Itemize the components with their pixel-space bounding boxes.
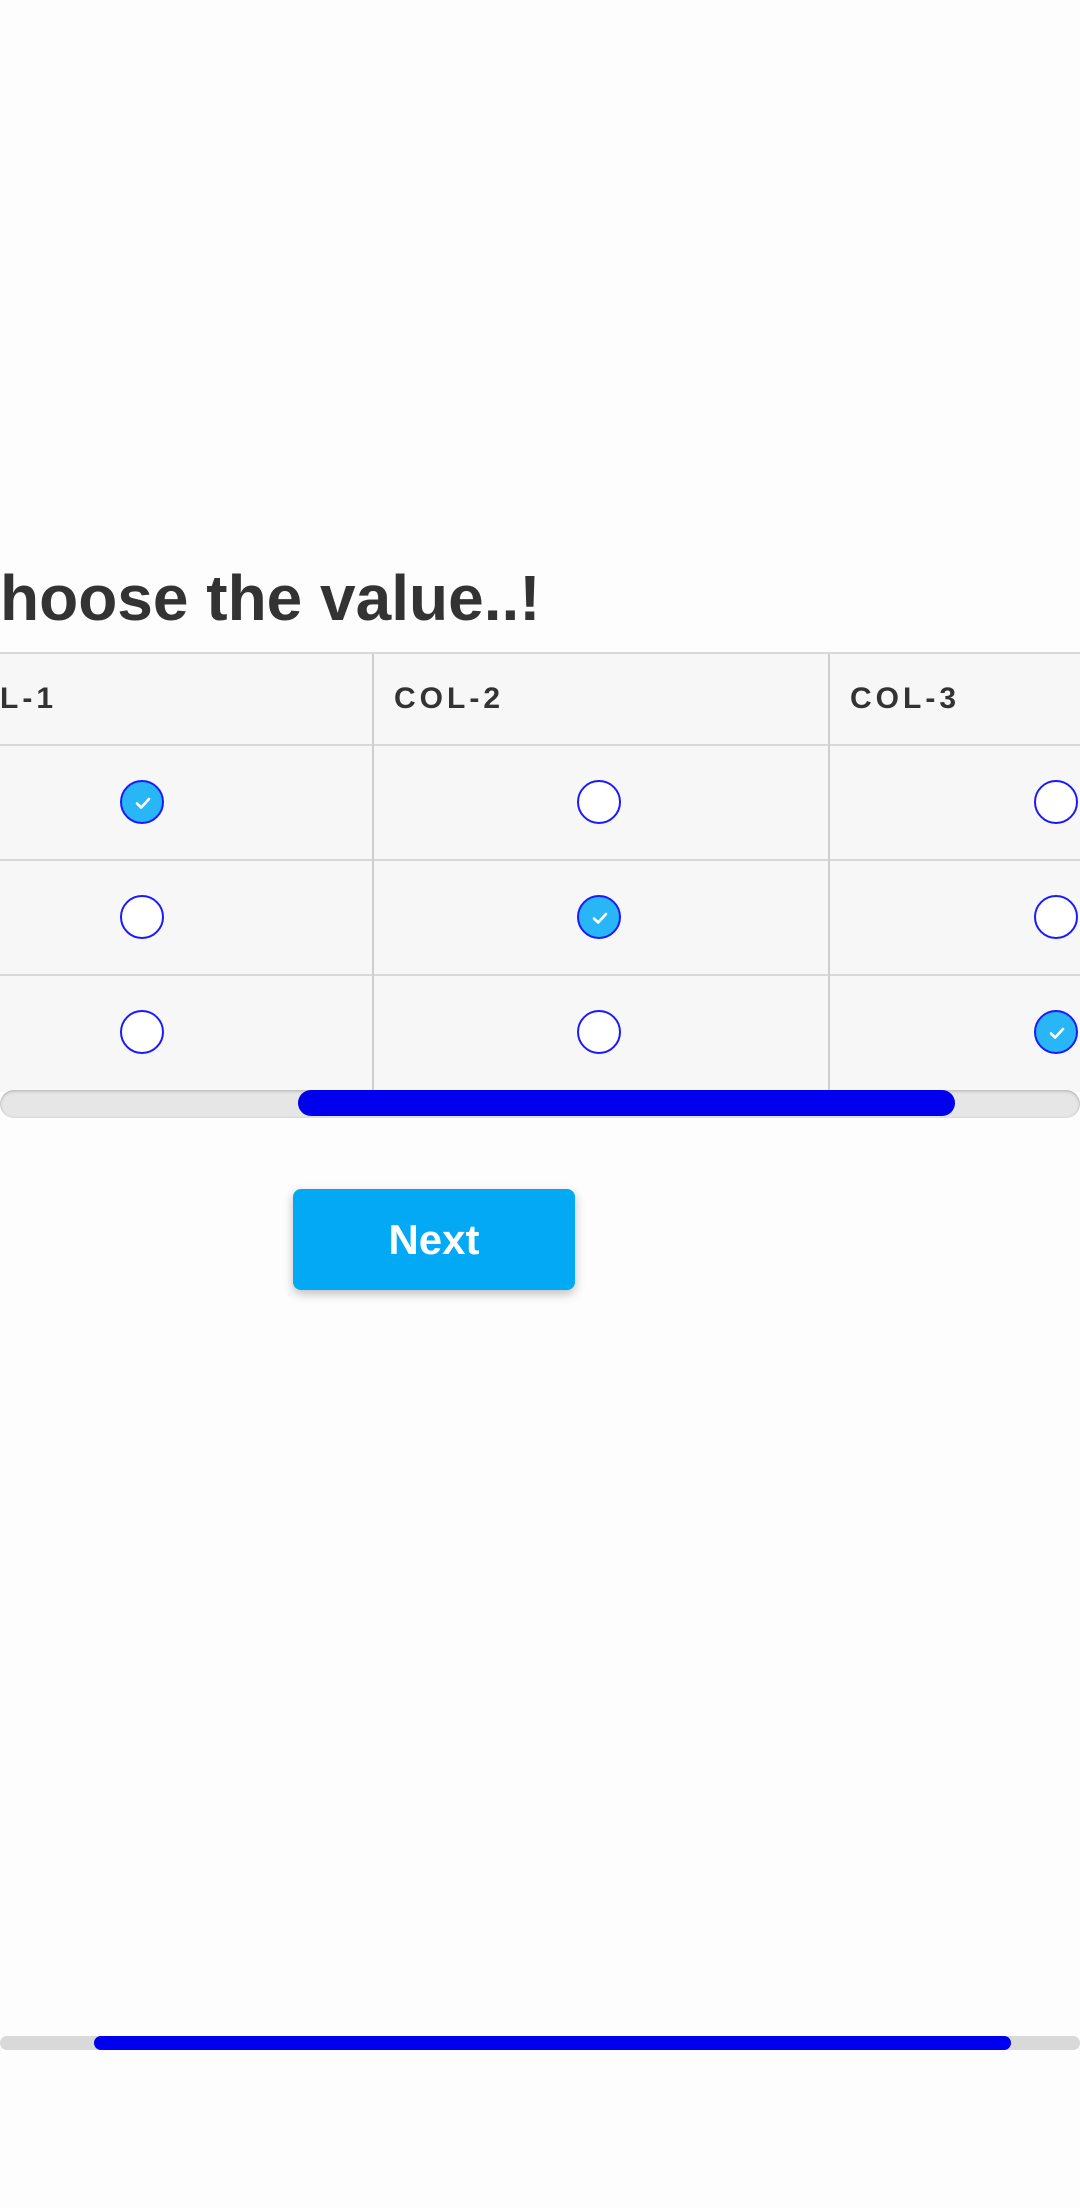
column-header-1: L-1 [0, 682, 57, 715]
check-icon [1049, 1027, 1065, 1039]
scrollbar-thumb[interactable] [298, 1090, 955, 1116]
survey-progress-bar [0, 2036, 1080, 2050]
radio-row1-col3[interactable] [1034, 780, 1078, 824]
column-divider [828, 654, 830, 1092]
radio-row2-col2[interactable] [577, 895, 621, 939]
matrix-row-1 [0, 746, 1080, 861]
question-title: hoose the value..! [0, 562, 541, 634]
radio-row1-col2[interactable] [577, 780, 621, 824]
column-divider [372, 654, 374, 1092]
column-header-3: COL-3 [850, 682, 960, 715]
radio-row2-col3[interactable] [1034, 895, 1078, 939]
check-icon [592, 912, 608, 924]
matrix-horizontal-scrollbar[interactable] [0, 1090, 1080, 1118]
matrix-header-row: L-1 COL-2 COL-3 [0, 654, 1080, 746]
radio-row3-col2[interactable] [577, 1010, 621, 1054]
radio-row2-col1[interactable] [120, 895, 164, 939]
matrix-row-2 [0, 861, 1080, 976]
column-header-2: COL-2 [394, 682, 504, 715]
radio-row1-col1[interactable] [120, 780, 164, 824]
check-icon [135, 797, 151, 809]
matrix-row-3 [0, 976, 1080, 1089]
survey-progress-fill [94, 2036, 1011, 2050]
choice-matrix: L-1 COL-2 COL-3 [0, 652, 1080, 1092]
radio-row3-col1[interactable] [120, 1010, 164, 1054]
next-button[interactable]: Next [293, 1189, 575, 1290]
radio-row3-col3[interactable] [1034, 1010, 1078, 1054]
